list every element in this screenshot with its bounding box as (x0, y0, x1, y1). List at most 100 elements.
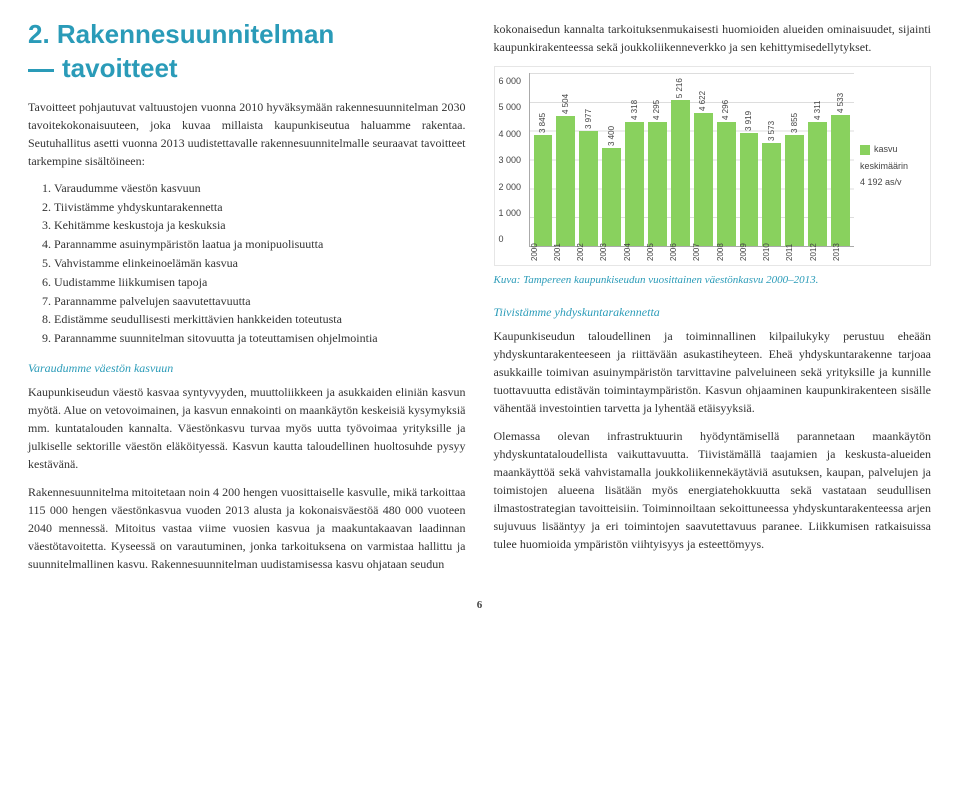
x-tick: 2001 (554, 247, 573, 263)
x-tick: 2008 (717, 247, 736, 263)
section-heading-line2: tavoitteet (28, 54, 466, 84)
vaesto-paragraph-1: Kaupunkiseudun väestö kasvaa syntyvyyden… (28, 383, 466, 473)
goal-item: Edistämme seudullisesti merkittävien han… (54, 311, 466, 328)
x-tick: 2002 (577, 247, 596, 263)
chart-body: 0 1 000 2 000 3 000 4 000 5 000 6 000 3 … (499, 73, 927, 263)
y-tick: 2 000 (499, 181, 525, 195)
chart-bar: 3 845 (534, 73, 553, 246)
section-heading-line1: 2. Rakennesuunnitelman (28, 20, 466, 50)
bar-fill (694, 113, 713, 246)
chart-bar: 4 622 (694, 73, 713, 246)
legend-row: kasvu (860, 143, 926, 157)
goal-item: Parannamme palvelujen saavutettavuutta (54, 293, 466, 310)
bar-value-label: 3 400 (608, 120, 616, 146)
chart-bar: 4 311 (808, 73, 827, 246)
chart-bar: 5 216 (671, 73, 690, 246)
right-column: kokonaisedun kannalta tarkoituksenmukais… (494, 20, 932, 583)
tiivistamme-paragraph-2: Olemassa olevan infrastruktuurin hyödynt… (494, 427, 932, 553)
subsection-title-tiivistamme: Tiivistämme yhdyskuntarakennetta (494, 303, 932, 321)
bar-value-label: 4 296 (722, 94, 730, 120)
bar-value-label: 3 919 (745, 105, 753, 131)
chart-bar: 4 296 (717, 73, 736, 246)
bar-fill (785, 135, 804, 246)
chart-caption: Kuva: Tampereen kaupunkiseudun vuosittai… (494, 272, 932, 289)
population-growth-chart: 0 1 000 2 000 3 000 4 000 5 000 6 000 3 … (494, 66, 932, 266)
x-tick: 2009 (740, 247, 759, 263)
bar-fill (762, 143, 781, 246)
bar-value-label: 3 573 (768, 115, 776, 141)
x-tick: 2013 (833, 247, 852, 263)
chart-bar: 3 400 (602, 73, 621, 246)
x-tick: 2011 (786, 247, 805, 263)
page-layout: 2. Rakennesuunnitelman tavoitteet Tavoit… (28, 20, 931, 583)
x-tick: 2006 (670, 247, 689, 263)
bar-fill (740, 133, 759, 246)
legend-swatch (860, 145, 870, 155)
chart-bar: 3 855 (785, 73, 804, 246)
bar-value-label: 3 977 (585, 103, 593, 129)
x-tick: 2007 (693, 247, 712, 263)
chart-bar: 3 977 (579, 73, 598, 246)
y-tick: 1 000 (499, 207, 525, 221)
chart-bar: 4 533 (831, 73, 850, 246)
goal-item: Varaudumme väestön kasvuun (54, 180, 466, 197)
bar-fill (534, 135, 553, 246)
bar-fill (579, 131, 598, 246)
tiivistamme-paragraph-1: Kaupunkiseudun taloudellinen ja toiminna… (494, 327, 932, 417)
subsection-title-vaesto: Varaudumme väestön kasvuun (28, 359, 466, 377)
bar-value-label: 3 845 (539, 107, 547, 133)
bar-value-label: 4 622 (699, 85, 707, 111)
x-tick: 2003 (600, 247, 619, 263)
legend-sub1: keskimäärin (860, 160, 926, 174)
left-column: 2. Rakennesuunnitelman tavoitteet Tavoit… (28, 20, 466, 583)
bar-fill (602, 148, 621, 246)
chart-bar: 4 318 (625, 73, 644, 246)
chart-bars: 3 845 4 504 3 977 3 400 4 318 4 295 5 216 4 622… (529, 73, 855, 247)
x-tick: 2000 (531, 247, 550, 263)
x-tick: 2004 (624, 247, 643, 263)
legend-sub2: 4 192 as/v (860, 176, 926, 190)
bar-fill (671, 100, 690, 246)
chart-plot-area: 3 845 4 504 3 977 3 400 4 318 4 295 5 216 4 622… (529, 73, 855, 263)
vaesto-paragraph-2: Rakennesuunnitelma mitoitetaan noin 4 20… (28, 483, 466, 573)
page-number: 6 (28, 597, 931, 614)
goal-item: Vahvistamme elinkeinoelämän kasvua (54, 255, 466, 272)
chart-bar: 3 919 (740, 73, 759, 246)
goal-item: Kehitämme keskustoja ja keskuksia (54, 217, 466, 234)
section-heading-line2-text: tavoitteet (62, 53, 178, 83)
chart-bar: 4 295 (648, 73, 667, 246)
bar-value-label: 4 295 (653, 94, 661, 120)
bar-fill (717, 122, 736, 246)
legend-title: kasvu (874, 144, 898, 154)
bar-value-label: 3 855 (791, 107, 799, 133)
goal-item: Parannamme suunnitelman sitovuutta ja to… (54, 330, 466, 347)
bar-value-label: 4 504 (562, 88, 570, 114)
x-tick: 2005 (647, 247, 666, 263)
bar-fill (808, 122, 827, 246)
goal-item: Parannamme asuinympäristön laatua ja mon… (54, 236, 466, 253)
continuation-paragraph: kokonaisedun kannalta tarkoituksenmukais… (494, 20, 932, 56)
chart-bar: 3 573 (762, 73, 781, 246)
bar-fill (831, 115, 850, 246)
bar-value-label: 4 533 (837, 87, 845, 113)
goals-list: Varaudumme väestön kasvuun Tiivistämme y… (54, 180, 466, 347)
y-tick: 4 000 (499, 128, 525, 142)
y-tick: 0 (499, 233, 525, 247)
bar-fill (556, 116, 575, 246)
bar-fill (648, 122, 667, 246)
bar-value-label: 4 318 (631, 94, 639, 120)
y-tick: 5 000 (499, 101, 525, 115)
chart-legend: kasvu keskimäärin 4 192 as/v (854, 73, 926, 263)
bar-value-label: 5 216 (676, 73, 684, 98)
intro-paragraph: Tavoitteet pohjautuvat valtuustojen vuon… (28, 98, 466, 170)
goal-item: Uudistamme liikkumisen tapoja (54, 274, 466, 291)
y-tick: 6 000 (499, 75, 525, 89)
chart-y-axis: 0 1 000 2 000 3 000 4 000 5 000 6 000 (499, 73, 529, 263)
chart-x-axis: 2000200120022003 2004200520062007 20082009… (529, 247, 855, 263)
goal-item: Tiivistämme yhdyskuntarakennetta (54, 199, 466, 216)
y-tick: 3 000 (499, 154, 525, 168)
bar-value-label: 4 311 (814, 94, 822, 120)
heading-accent-bar (28, 69, 54, 72)
chart-bar: 4 504 (556, 73, 575, 246)
x-tick: 2010 (763, 247, 782, 263)
